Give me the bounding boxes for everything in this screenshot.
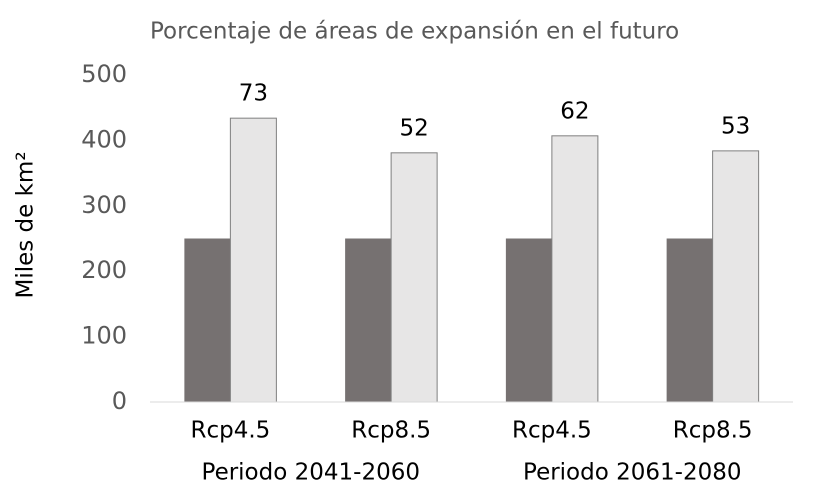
y-tick-label: 300 (81, 191, 127, 219)
x-tick-label: Rcp4.5 (190, 418, 270, 444)
y-tick-label: 400 (81, 125, 127, 153)
y-tick-label: 100 (81, 322, 127, 350)
y-axis-label: Miles de km² (13, 151, 39, 298)
data-label: 62 (560, 98, 589, 124)
y-tick-label: 0 (112, 387, 127, 415)
data-label: 53 (721, 113, 750, 139)
data-label: 52 (399, 115, 428, 141)
y-tick-label: 200 (81, 256, 127, 284)
bar (184, 238, 231, 402)
x-tick-label: Rcp4.5 (512, 418, 592, 444)
group-label: Periodo 2061-2080 (523, 460, 741, 486)
chart-title: Porcentaje de áreas de expansión en el f… (150, 19, 679, 45)
bar (390, 152, 438, 403)
x-tick-label: Rcp8.5 (673, 418, 753, 444)
data-label: 73 (239, 81, 268, 107)
bar (229, 117, 277, 403)
bar (551, 135, 599, 403)
x-tick-label: Rcp8.5 (351, 418, 431, 444)
bar (505, 238, 552, 402)
group-label: Periodo 2041-2060 (202, 460, 420, 486)
bar (345, 238, 392, 402)
y-tick-label: 500 (81, 60, 127, 88)
bar (666, 238, 713, 402)
bar (712, 150, 760, 403)
